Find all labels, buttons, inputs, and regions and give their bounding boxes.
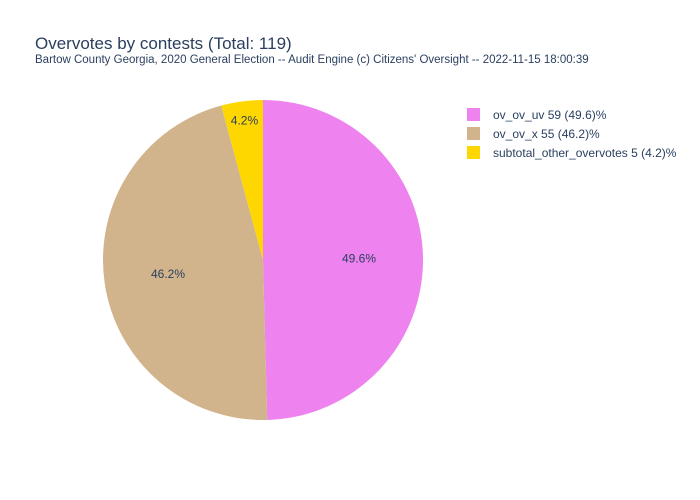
legend-swatch [467, 127, 480, 140]
legend-label: subtotal_other_overvotes 5 (4.2)% [493, 145, 677, 160]
slice-percent-label: 49.6% [342, 252, 376, 266]
pie-slice-ov-ov-x[interactable] [102, 105, 268, 421]
slice-percent-label: 46.2% [151, 267, 185, 281]
legend-item-ov-ov-uv[interactable]: ov_ov_uv 59 (49.6)% [467, 105, 676, 124]
legend-swatch [467, 146, 480, 159]
chart-subtitle: Bartow County Georgia, 2020 General Elec… [35, 54, 589, 66]
legend-label: ov_ov_x 55 (46.2)% [493, 126, 600, 141]
pie-slice-subtotal-other-overvotes[interactable] [221, 100, 263, 260]
legend-item-subtotal-other-overvotes[interactable]: subtotal_other_overvotes 5 (4.2)% [467, 143, 676, 162]
legend-item-ov-ov-x[interactable]: ov_ov_x 55 (46.2)% [467, 124, 676, 143]
legend-label: ov_ov_uv 59 (49.6)% [493, 107, 607, 122]
chart-legend: ov_ov_uv 59 (49.6)% ov_ov_x 55 (46.2)% sub… [467, 105, 676, 162]
legend-swatch [467, 108, 480, 121]
slice-percent-label: 4.2% [231, 113, 259, 127]
chart-title: Overvotes by contests (Total: 119) [35, 34, 292, 53]
pie-slice-ov-ov-uv[interactable] [263, 100, 424, 420]
